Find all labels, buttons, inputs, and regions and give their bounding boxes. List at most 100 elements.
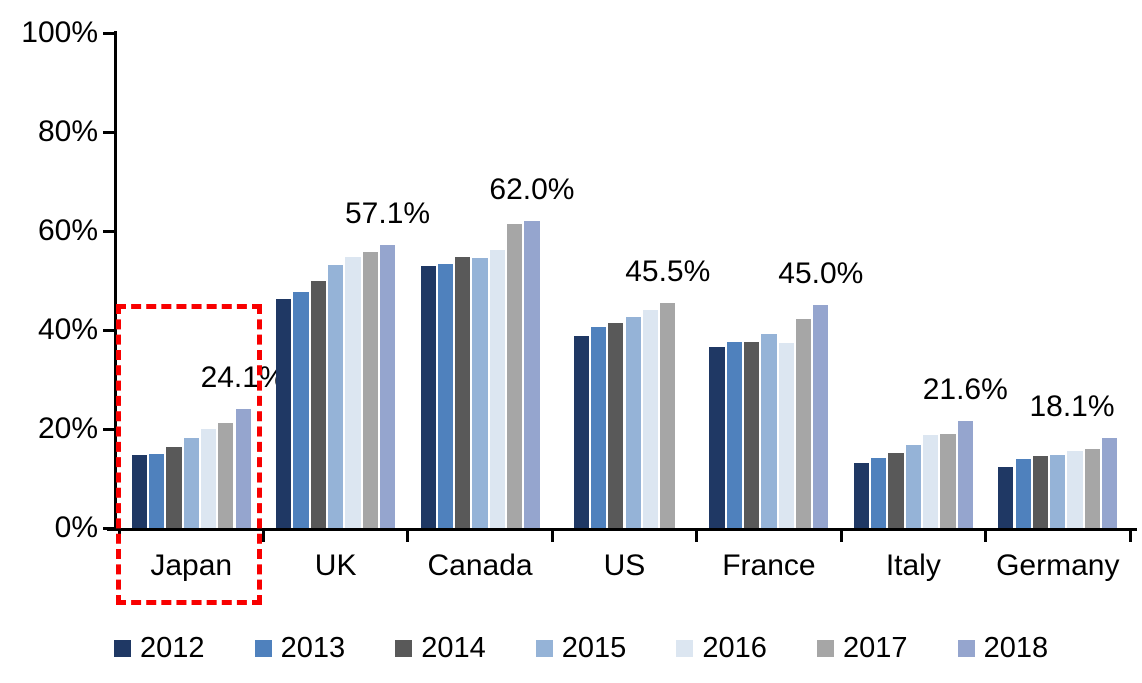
bar-japan-2014 <box>166 446 182 528</box>
bar-us-2014 <box>608 323 624 528</box>
legend-label: 2017 <box>843 632 908 664</box>
data-label-france: 45.0% <box>778 257 864 291</box>
legend-label: 2013 <box>280 632 346 664</box>
bar-italy-2012 <box>853 462 870 528</box>
x-axis-line <box>107 528 1137 531</box>
bar-canada-2012 <box>420 265 436 528</box>
bar-france-2014 <box>744 342 760 528</box>
legend-label: 2012 <box>140 632 205 664</box>
japan-highlight-box <box>116 304 262 605</box>
bar-italy-2015 <box>905 444 921 528</box>
y-axis-tick <box>103 527 114 530</box>
bar-japan-2012 <box>131 455 147 528</box>
bar-germany-2018 <box>1102 438 1118 528</box>
y-axis-tick <box>103 32 114 35</box>
bar-canada-2016 <box>489 250 505 528</box>
y-axis-tick <box>103 230 114 233</box>
category-label-italy: Italy <box>885 549 941 582</box>
y-axis-label: 40% <box>37 313 98 346</box>
x-axis-tick <box>984 528 988 542</box>
bar-france-2018 <box>813 305 829 528</box>
data-label-canada: 62.0% <box>489 173 575 207</box>
bar-canada-2013 <box>437 263 454 528</box>
category-label-france: France <box>722 549 816 582</box>
category-label-us: US <box>603 549 646 582</box>
x-axis-tick <box>406 528 410 542</box>
bar-germany-2013 <box>1015 459 1031 528</box>
y-axis-tick <box>103 329 114 332</box>
bar-france-2013 <box>726 342 742 528</box>
legend-item-2017: 2017 <box>817 633 908 663</box>
bar-japan-2015 <box>183 438 199 528</box>
data-label-italy: 21.6% <box>922 373 1008 407</box>
bar-japan-2018 <box>235 408 251 528</box>
x-axis-tick <box>1128 528 1132 542</box>
y-axis-line <box>114 31 117 531</box>
bar-uk-2016 <box>345 257 361 528</box>
bar-japan-2016 <box>200 429 217 528</box>
legend-label: 2018 <box>983 632 1049 664</box>
legend-item-2015: 2015 <box>535 632 627 664</box>
bar-canada-2017 <box>507 223 523 528</box>
x-axis-tick <box>695 528 699 542</box>
bar-italy-2016 <box>923 434 939 528</box>
bar-canada-2015 <box>472 257 488 528</box>
x-axis-tick <box>839 528 843 542</box>
bar-uk-2013 <box>293 291 309 528</box>
bar-japan-2013 <box>149 454 165 528</box>
bar-germany-2016 <box>1067 451 1083 528</box>
bar-us-2012 <box>573 336 589 528</box>
legend-label: 2014 <box>421 632 486 664</box>
x-axis-tick <box>261 528 265 542</box>
data-label-japan: 24.1% <box>200 360 286 394</box>
legend-item-2018: 2018 <box>957 632 1049 664</box>
legend-item-2014: 2014 <box>395 633 486 663</box>
bar-us-2016 <box>642 309 659 528</box>
bar-france-2012 <box>709 347 725 528</box>
data-label-uk: 57.1% <box>344 197 431 231</box>
legend-swatch-2016 <box>676 639 694 657</box>
legend-label: 2015 <box>561 632 627 664</box>
bar-germany-2014 <box>1032 456 1049 528</box>
legend-swatch-2014 <box>395 639 413 657</box>
bar-japan-2017 <box>218 423 234 528</box>
y-axis-label: 20% <box>37 412 98 445</box>
bar-france-2016 <box>778 343 794 528</box>
legend-swatch-2018 <box>957 639 975 657</box>
bar-uk-2015 <box>328 264 344 528</box>
bar-us-2013 <box>590 327 607 528</box>
bar-italy-2014 <box>888 453 904 528</box>
bar-italy-2018 <box>957 421 973 528</box>
bar-us-2015 <box>625 317 641 528</box>
bar-us-2017 <box>660 302 676 528</box>
legend-swatch-2015 <box>535 639 553 657</box>
bar-canada-2014 <box>455 256 471 528</box>
y-axis-label: 60% <box>37 214 98 247</box>
legend-swatch-2013 <box>254 639 272 657</box>
bar-uk-2014 <box>310 280 326 528</box>
x-axis-tick <box>550 528 554 542</box>
bar-germany-2015 <box>1050 455 1066 528</box>
bar-italy-2017 <box>940 433 956 528</box>
bar-italy-2013 <box>871 458 887 528</box>
legend-swatch-2017 <box>817 639 834 657</box>
legend-item-2013: 2013 <box>254 632 346 664</box>
bar-uk-2012 <box>276 298 292 528</box>
legend-swatch-2012 <box>114 639 131 657</box>
bar-germany-2017 <box>1084 449 1100 528</box>
data-label-us: 45.5% <box>625 254 711 288</box>
category-label-germany: Germany <box>996 549 1120 582</box>
bar-germany-2012 <box>998 466 1014 528</box>
legend-item-2016: 2016 <box>676 633 767 663</box>
y-axis-tick <box>103 428 114 431</box>
bar-uk-2017 <box>362 252 378 528</box>
bar-france-2017 <box>795 319 812 528</box>
bar-canada-2018 <box>524 221 540 528</box>
legend-item-2012: 2012 <box>114 633 205 663</box>
legend-label: 2016 <box>702 632 767 664</box>
data-label-germany: 18.1% <box>1029 390 1115 424</box>
category-label-uk: UK <box>314 549 357 582</box>
bar-france-2015 <box>761 334 777 528</box>
y-axis-label: 100% <box>21 16 98 49</box>
